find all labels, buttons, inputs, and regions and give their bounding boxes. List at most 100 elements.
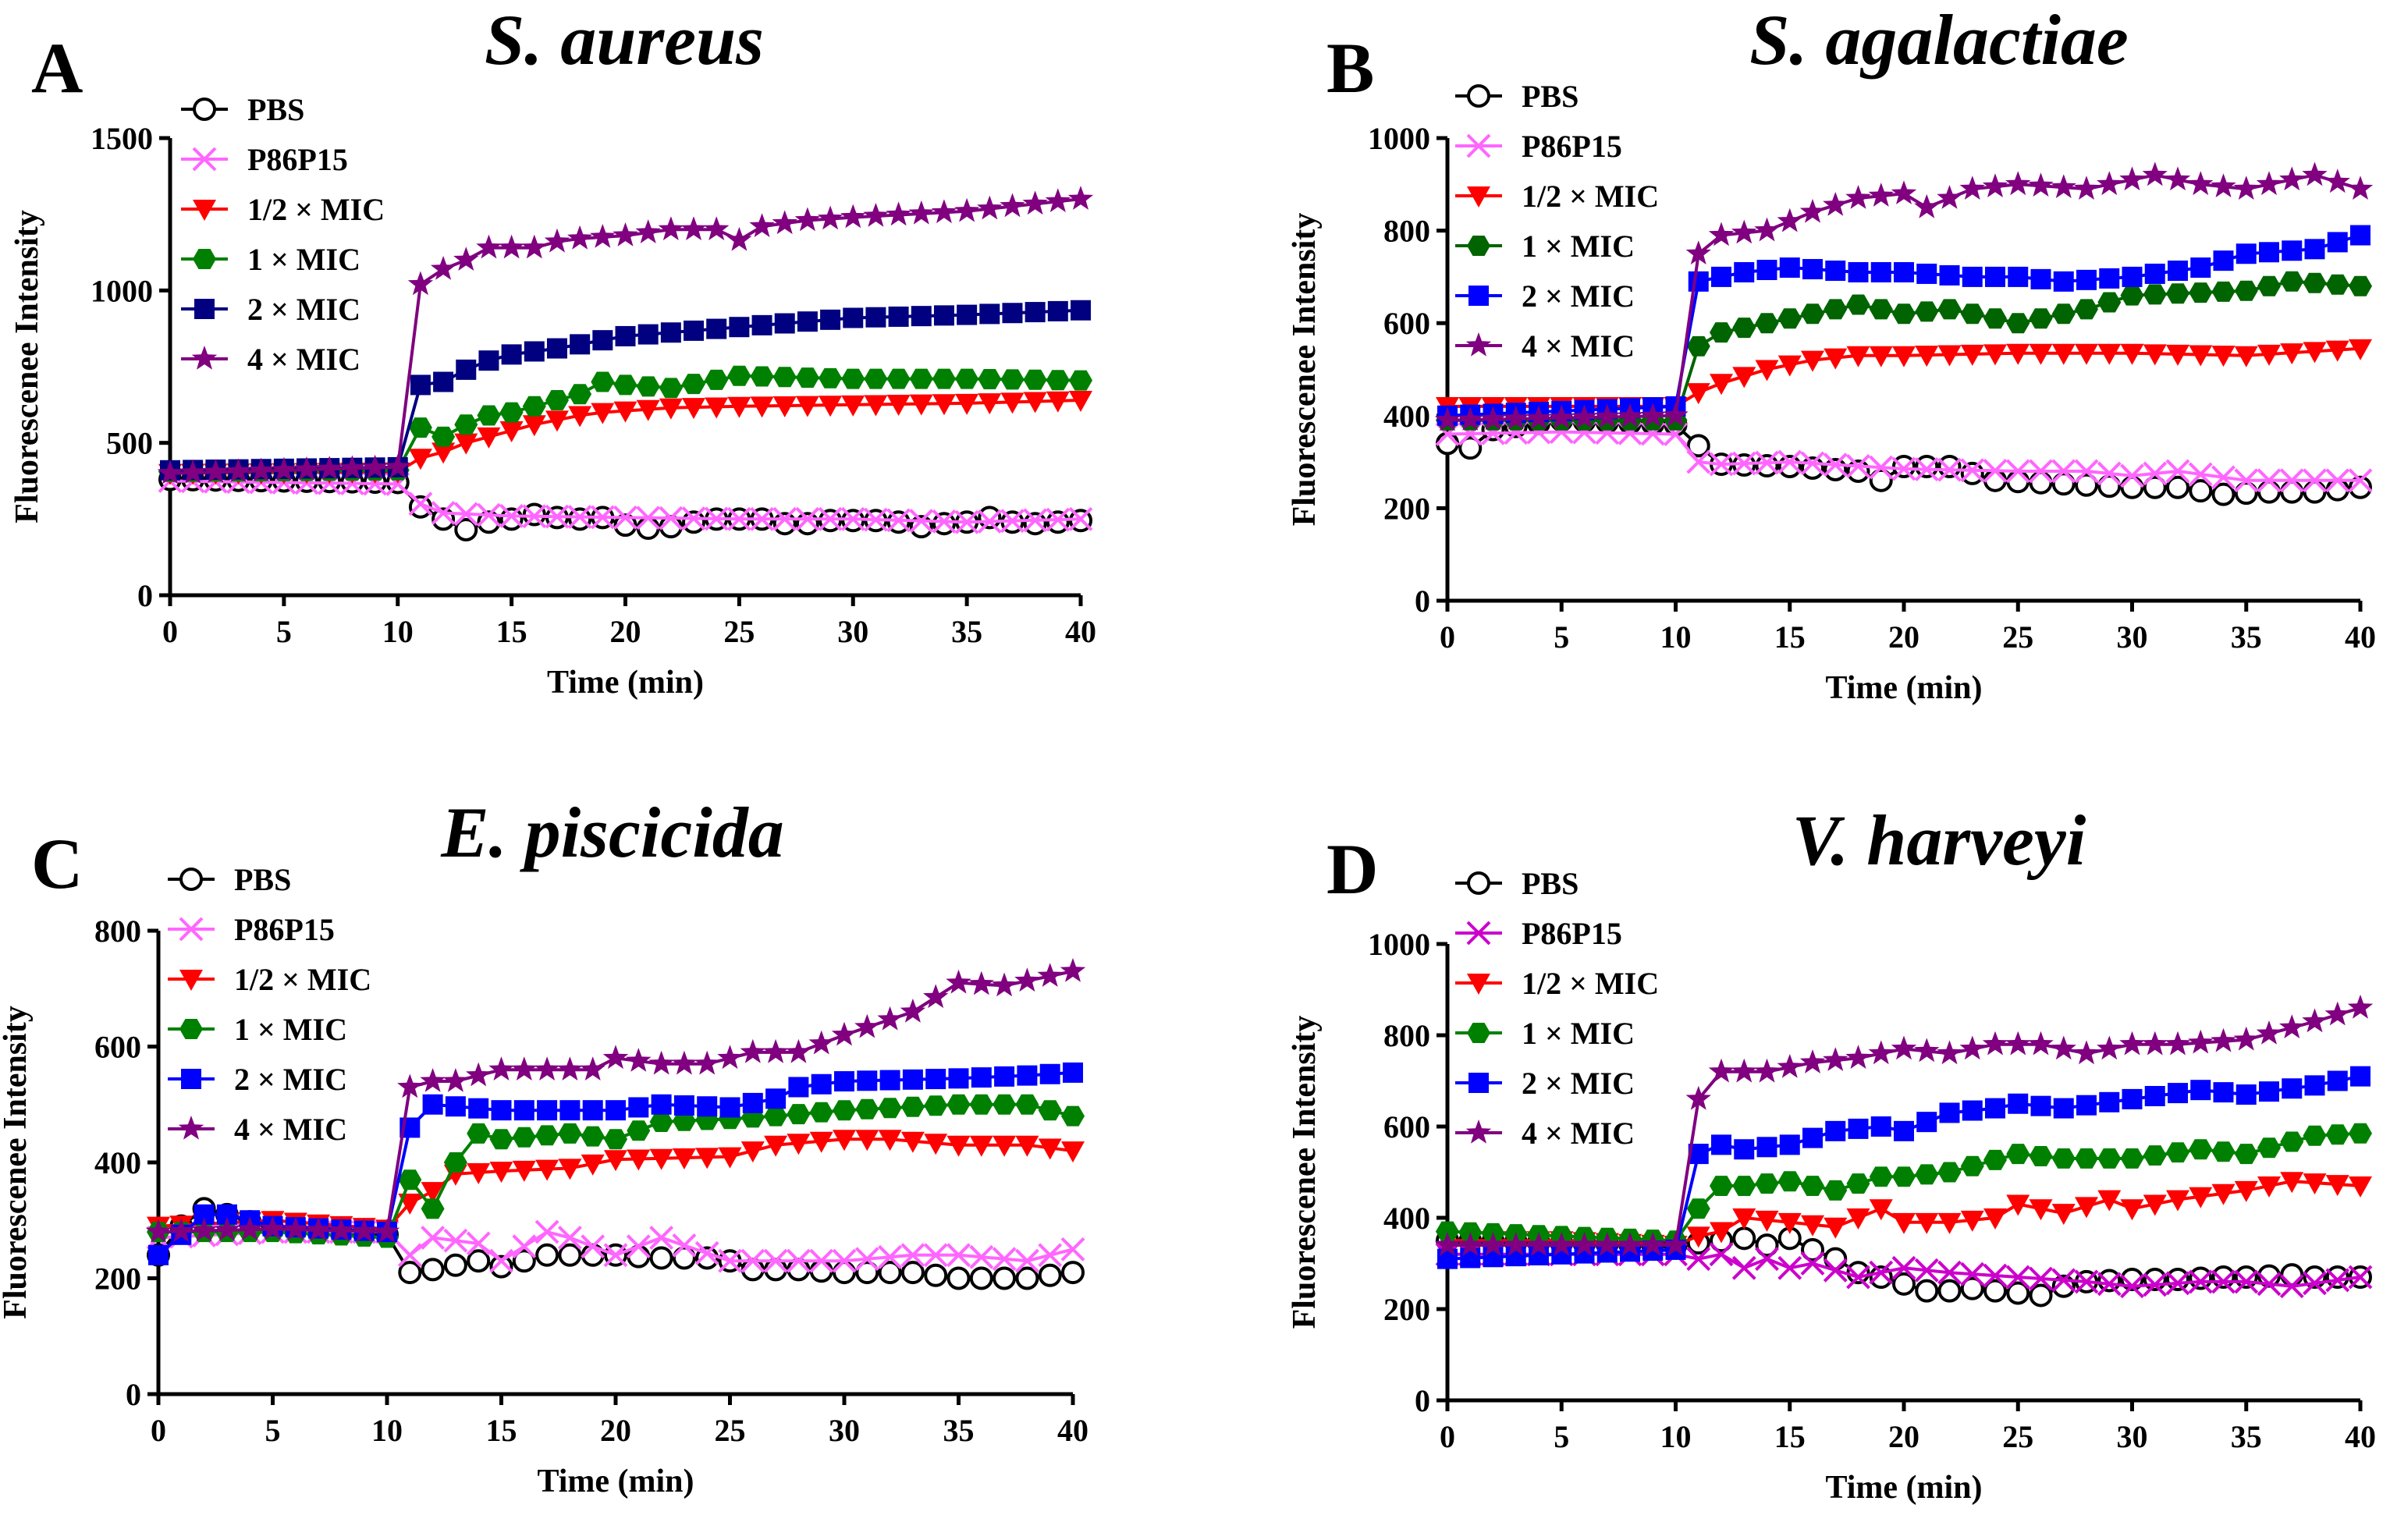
data-point [994,1066,1015,1087]
data-point [1434,1232,1461,1256]
data-point [2257,468,2282,493]
data-point [1960,303,1984,325]
data-point [2074,459,2099,484]
data-point [534,1056,560,1080]
data-point [855,1261,879,1285]
data-point [466,1062,492,1087]
data-point [2168,1083,2188,1104]
data-point [2005,171,2031,196]
data-point [433,371,454,392]
data-point [1985,1098,2005,1119]
data-point [991,972,1017,997]
data-point [1617,403,1643,428]
data-point [833,1100,856,1121]
data-point [772,396,797,418]
data-point [397,1243,422,1268]
data-point [648,1050,674,1075]
y-tick-label: 0 [1415,1383,1430,1418]
data-point [900,1243,925,1268]
data-point [978,506,1002,530]
data-point [2302,161,2328,186]
data-point [1846,294,1870,315]
legend-marker [1467,871,1490,895]
data-point [969,1244,994,1269]
data-point [795,396,819,417]
y-tick-label: 1500 [91,121,153,156]
data-point [2325,1265,2349,1290]
data-point [831,1021,858,1046]
data-point [909,509,934,534]
data-point [1594,403,1620,428]
data-point [582,1100,603,1121]
y-axis-label: Fluorescenee Intensity [1287,1016,1323,1329]
data-point [682,374,705,395]
data-point [684,320,705,341]
data-point [2097,1269,2122,1293]
data-point [1015,1135,1039,1157]
data-point [649,1112,673,1132]
legend-label: 1 × MIC [1522,229,1635,264]
data-point [1894,261,1914,282]
data-point [2211,1141,2236,1162]
legend-marker [179,1019,203,1039]
data-point [682,398,706,420]
data-point [2190,257,2211,279]
data-point [558,1159,582,1180]
data-point [2053,271,2074,292]
data-point [477,502,501,527]
data-point [787,1134,811,1155]
data-point [1002,303,1023,324]
data-point [2303,1173,2327,1195]
data-point [818,506,843,531]
data-point [317,456,343,480]
y-tick-label: 500 [106,426,153,461]
data-point [705,397,729,419]
data-point [1663,402,1689,427]
data-point [546,338,567,359]
legend-label: 1/2 × MIC [234,962,371,997]
data-point [407,271,434,296]
data-point [1915,1164,1939,1185]
legend-marker [1467,186,1490,208]
y-tick-label: 0 [137,578,153,613]
legend-marker [179,970,203,991]
data-point [489,1162,513,1183]
data-point [704,216,730,240]
data-point [535,1125,559,1146]
data-point [1846,1173,1870,1194]
legend-label: 2 × MIC [1522,1066,1635,1101]
data-point [2122,266,2143,287]
data-point [832,1248,857,1273]
data-point [1914,193,1940,218]
data-point [979,303,1000,325]
chart-title: V. harveyi [1792,800,2086,880]
data-point [2029,1266,2053,1291]
y-axis-label: Fluorescenee Intensity [0,1006,34,1319]
data-point [833,1130,856,1151]
data-point [2280,480,2304,504]
data-point [1779,257,1800,279]
data-point [1845,185,1871,209]
data-point [2280,1131,2304,1152]
data-point [2051,174,2076,198]
data-point [1617,1232,1643,1256]
data-point [2076,1095,2097,1116]
data-point [1061,1261,1085,1285]
data-point [1960,1276,1984,1300]
data-point [2282,1078,2303,1099]
data-point [2188,462,2213,487]
data-point [2030,1095,2051,1116]
data-point [477,510,501,534]
data-point [1982,173,2008,197]
data-point [1869,346,1893,367]
panel-letter: B [1326,28,1374,108]
data-point [2097,474,2122,499]
data-point [659,506,684,530]
data-point [1571,1232,1597,1256]
data-point [522,504,547,529]
data-point [946,1243,971,1268]
data-point [2119,166,2145,191]
data-point [443,1228,468,1253]
data-point [1777,1171,1802,1192]
data-point [1915,1279,1939,1303]
